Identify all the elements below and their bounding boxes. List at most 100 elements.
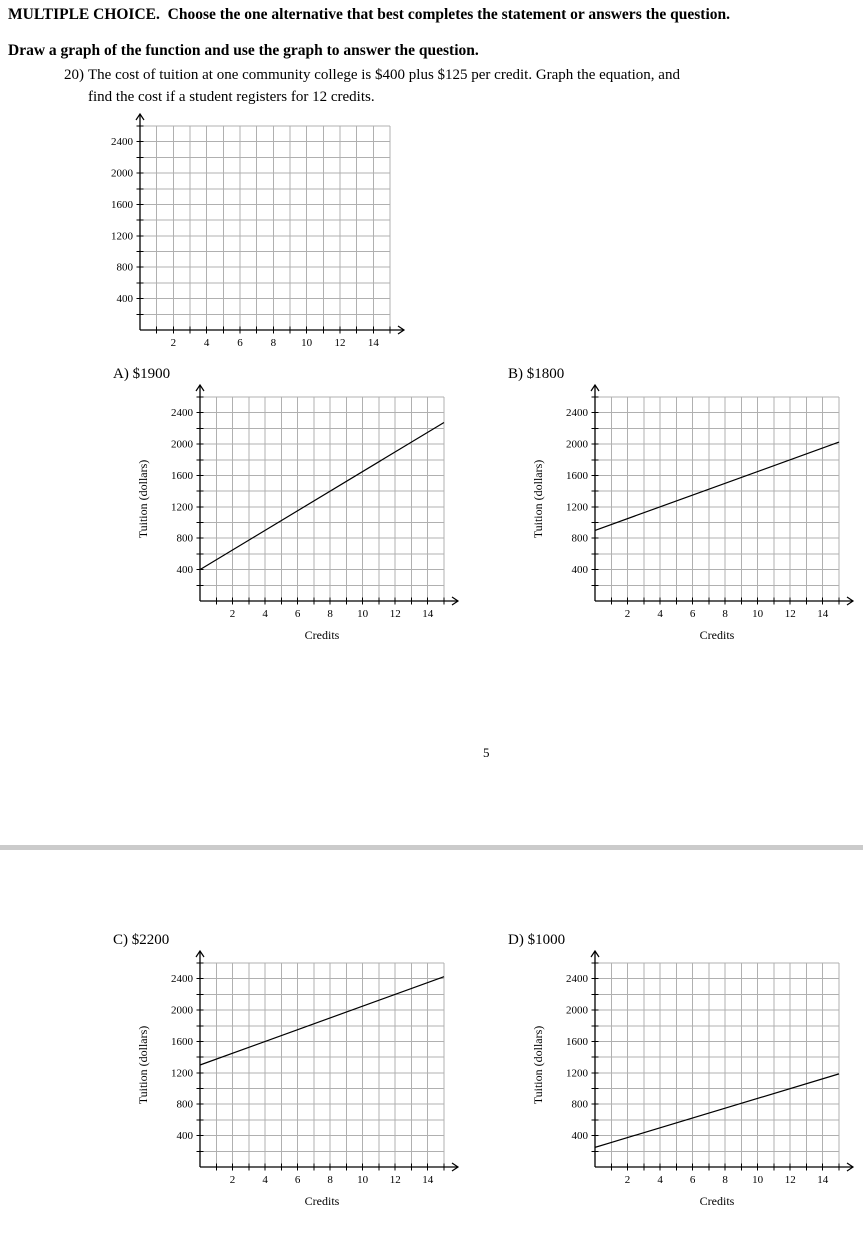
series-tuition-line <box>594 441 840 531</box>
svg-text:14: 14 <box>422 1174 434 1186</box>
page-divider <box>0 845 863 850</box>
option-b-graph-svg: 2 4 6 8 10 12 14 400 800 1200 1600 2000 2400 Credits T… <box>531 383 855 642</box>
svg-text:400: 400 <box>177 1130 194 1142</box>
svg-text:6: 6 <box>690 1174 696 1186</box>
grid-lines <box>200 396 445 601</box>
svg-text:2400: 2400 <box>111 136 134 148</box>
tick-labels: 2 4 6 8 10 12 14 400 800 1200 1600 2000 2400 <box>566 407 829 620</box>
tick-marks <box>591 396 840 605</box>
svg-text:10: 10 <box>752 608 764 620</box>
page-number: 5 <box>483 745 490 760</box>
svg-text:14: 14 <box>368 337 380 349</box>
axis-arrowheads <box>195 949 460 1172</box>
svg-text:10: 10 <box>752 1174 764 1186</box>
grid-lines <box>595 962 840 1167</box>
svg-text:10: 10 <box>357 608 369 620</box>
option-b-label: B) $1800 <box>508 366 565 382</box>
svg-text:1600: 1600 <box>111 199 134 211</box>
svg-text:4: 4 <box>204 337 210 349</box>
axes <box>594 385 853 602</box>
tick-labels: 2 4 6 8 10 12 14 400 800 1200 1600 2000 2400 <box>171 407 434 620</box>
svg-text:400: 400 <box>572 1130 589 1142</box>
svg-text:1600: 1600 <box>566 470 589 482</box>
axis-arrowheads <box>590 949 855 1172</box>
tick-labels: 2 4 6 8 10 12 14 400 800 1200 1600 2000 2400 <box>111 136 379 349</box>
svg-text:10: 10 <box>301 337 313 349</box>
svg-text:400: 400 <box>572 564 589 576</box>
svg-text:4: 4 <box>262 608 268 620</box>
svg-text:14: 14 <box>817 1174 829 1186</box>
y-axis-label: Tuition (dollars) <box>136 460 150 539</box>
svg-text:800: 800 <box>177 533 194 545</box>
question-number: 20) <box>64 67 84 83</box>
axes <box>594 951 853 1168</box>
tick-labels: 2 4 6 8 10 12 14 400 800 1200 1600 2000 2400 <box>171 973 434 1186</box>
option-a-chart: 2 4 6 8 10 12 14 400 800 1200 1600 2000 2400 Credits T… <box>136 381 464 645</box>
svg-text:2: 2 <box>625 608 631 620</box>
svg-text:12: 12 <box>335 337 346 349</box>
svg-text:2: 2 <box>625 1174 631 1186</box>
x-axis-label: Credits <box>305 628 340 642</box>
svg-text:8: 8 <box>722 608 728 620</box>
svg-text:1200: 1200 <box>566 501 589 513</box>
svg-text:12: 12 <box>390 608 401 620</box>
svg-text:2400: 2400 <box>171 973 194 985</box>
svg-text:8: 8 <box>327 1174 333 1186</box>
question-grid-svg: 2 4 6 8 10 12 14 400 800 1200 1600 2000 2400 <box>111 112 406 349</box>
svg-text:12: 12 <box>785 608 796 620</box>
svg-text:1200: 1200 <box>171 1067 194 1079</box>
svg-text:10: 10 <box>357 1174 369 1186</box>
axis-arrowheads <box>195 383 460 606</box>
question-text-line1: The cost of tuition at one community col… <box>88 67 680 83</box>
series-tuition-line <box>199 976 445 1066</box>
svg-text:14: 14 <box>422 608 434 620</box>
grid-lines <box>140 125 391 330</box>
series-tuition-line <box>199 421 445 571</box>
option-a-graph-svg: 2 4 6 8 10 12 14 400 800 1200 1600 2000 2400 Credits T… <box>136 383 460 642</box>
svg-text:12: 12 <box>390 1174 401 1186</box>
tick-marks <box>196 396 445 605</box>
tick-marks <box>136 125 391 334</box>
option-d-graph-svg: 2 4 6 8 10 12 14 400 800 1200 1600 2000 2400 Credits T… <box>531 949 855 1208</box>
axis-arrowheads <box>135 112 406 335</box>
svg-text:6: 6 <box>295 608 301 620</box>
svg-text:800: 800 <box>572 533 589 545</box>
question-text-line2: find the cost if a student registers for… <box>88 89 375 105</box>
svg-text:6: 6 <box>237 337 243 349</box>
option-d-chart: 2 4 6 8 10 12 14 400 800 1200 1600 2000 2400 Credits T… <box>531 947 859 1211</box>
svg-text:400: 400 <box>117 293 134 305</box>
svg-text:400: 400 <box>177 564 194 576</box>
svg-text:2400: 2400 <box>566 973 589 985</box>
svg-text:2400: 2400 <box>566 407 589 419</box>
svg-text:1600: 1600 <box>566 1036 589 1048</box>
svg-text:2: 2 <box>171 337 177 349</box>
option-c-chart: 2 4 6 8 10 12 14 400 800 1200 1600 2000 2400 Credits T… <box>136 947 464 1211</box>
svg-text:2: 2 <box>230 608 236 620</box>
option-c-graph-svg: 2 4 6 8 10 12 14 400 800 1200 1600 2000 2400 Credits T… <box>136 949 460 1208</box>
svg-text:4: 4 <box>262 1174 268 1186</box>
option-b-chart: 2 4 6 8 10 12 14 400 800 1200 1600 2000 2400 Credits T… <box>531 381 859 645</box>
axis-arrowheads <box>590 383 855 606</box>
svg-text:1600: 1600 <box>171 470 194 482</box>
grid-lines <box>200 962 445 1167</box>
x-axis-label: Credits <box>700 628 735 642</box>
y-axis-label: Tuition (dollars) <box>136 1026 150 1105</box>
option-c-label: C) $2200 <box>113 932 170 948</box>
svg-text:2: 2 <box>230 1174 236 1186</box>
question-20: 20) The cost of tuition at one community… <box>64 64 834 108</box>
svg-text:2000: 2000 <box>111 168 134 180</box>
axes <box>199 385 458 602</box>
svg-text:4: 4 <box>657 1174 663 1186</box>
svg-text:6: 6 <box>295 1174 301 1186</box>
svg-text:14: 14 <box>817 608 829 620</box>
svg-text:8: 8 <box>327 608 333 620</box>
x-axis-label: Credits <box>305 1194 340 1208</box>
svg-text:4: 4 <box>657 608 663 620</box>
svg-text:2000: 2000 <box>566 439 589 451</box>
svg-text:2400: 2400 <box>171 407 194 419</box>
tick-marks <box>196 962 445 1171</box>
svg-text:800: 800 <box>117 262 134 274</box>
svg-text:2000: 2000 <box>171 1005 194 1017</box>
svg-text:1200: 1200 <box>111 230 134 242</box>
svg-text:800: 800 <box>572 1099 589 1111</box>
